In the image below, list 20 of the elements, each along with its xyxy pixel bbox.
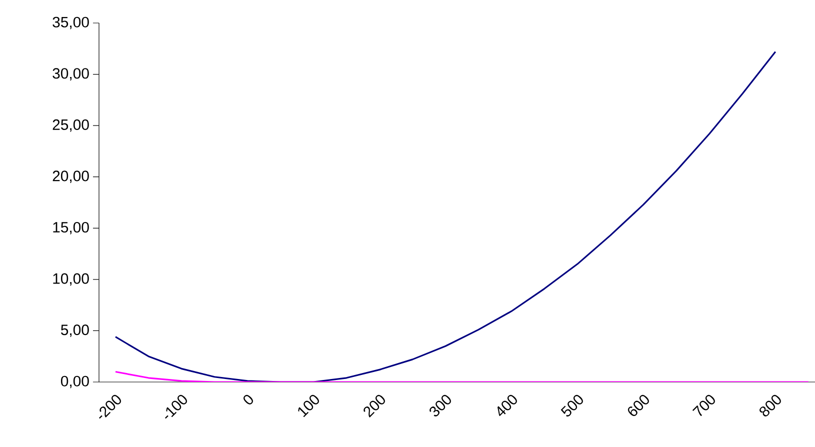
x-tick-label: 500 [560, 394, 583, 416]
y-tick-label: 30,00 [52, 68, 89, 80]
x-tick-label: -100 [164, 394, 188, 419]
x-tick-label: -200 [98, 394, 122, 419]
y-tick-label: 10,00 [53, 273, 89, 286]
x-tick-label: 800 [760, 394, 781, 416]
x-tick-label: 700 [692, 394, 715, 416]
y-tick-label: 15,00 [53, 222, 89, 234]
x-tick-label: 0 [244, 394, 253, 404]
x-tick-label: 400 [497, 394, 517, 416]
y-tick-label: 35,00 [52, 16, 89, 30]
y-tick-label: 20,00 [52, 170, 89, 184]
x-tick-label: 600 [628, 394, 649, 416]
x-tick-label: 200 [364, 394, 385, 418]
y-tick-label: 25,00 [52, 119, 89, 132]
y-tick-label: 5,00 [60, 324, 89, 337]
line-series [114, 50, 776, 382]
y-tick-label: 0,00 [60, 376, 89, 388]
x-tick-label: 100 [298, 394, 319, 418]
x-tick-label: 300 [430, 394, 451, 416]
